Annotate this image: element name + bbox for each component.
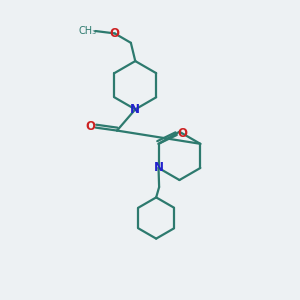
Text: N: N [130,103,140,116]
Text: O: O [178,127,188,140]
Text: O: O [85,120,95,133]
Text: CH₃: CH₃ [78,26,96,36]
Text: O: O [110,27,120,40]
Text: N: N [154,161,164,175]
